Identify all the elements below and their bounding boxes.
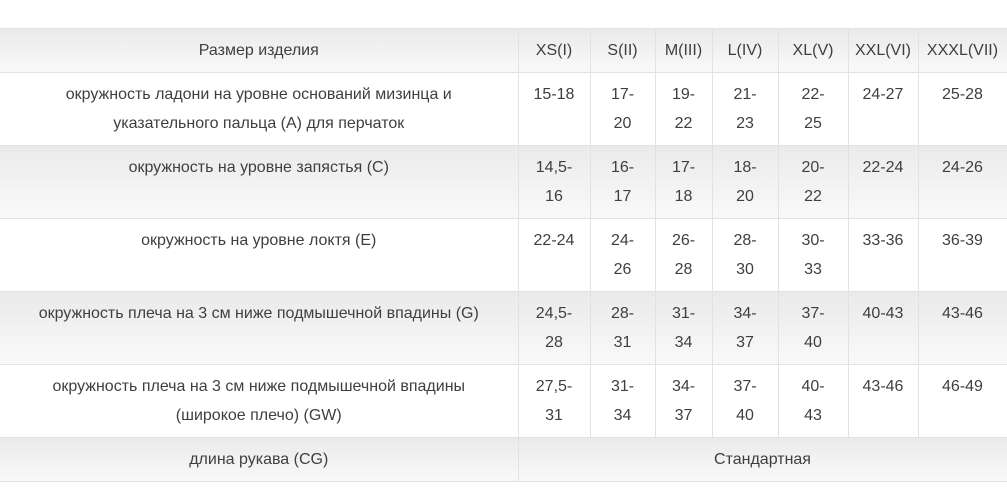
size-value-cell: 24-26 [917,145,1007,219]
size-value-cell: 15-18 [517,72,590,146]
size-value-cell: 37-40 [711,364,778,438]
size-col-header-xl: XL(V) [777,28,848,73]
size-value-cell: 25-28 [917,72,1007,146]
size-value: 43-46 [862,378,904,395]
size-value-cell: 24-26 [589,218,655,292]
table-row-sleeve-length: длина рукава (CG) Стандартная [0,437,1007,482]
size-value-cell: 28-30 [711,218,778,292]
size-value-cell: 31-34 [589,364,655,438]
table-row-shoulder-wide: окружность плеча на 3 см ниже подмышечно… [0,364,1007,438]
size-value: 34-37 [733,305,757,351]
size-value-cell: 30-33 [777,218,848,292]
size-value: 46-49 [942,378,983,395]
size-value: 19-22 [671,86,696,132]
size-value-cell: 22-25 [777,72,848,146]
size-value-cell: 21-23 [711,72,778,146]
size-value: 27,5-31 [535,378,573,424]
product-size-header: Размер изделия [0,28,518,73]
size-value: 25-28 [942,86,983,103]
size-value: 22-24 [533,232,575,249]
size-value-cell: 26-28 [654,218,712,292]
table-row-palm: окружность ладони на уровне оснований ми… [0,72,1007,146]
size-value-cell: 17-20 [589,72,655,146]
size-value: 36-39 [942,232,983,249]
size-col-header-s: S(II) [589,28,655,73]
size-value-cell: 31-34 [654,291,712,365]
size-value: 15-18 [533,86,575,103]
size-value-cell: 17-18 [654,145,712,219]
header-row: Размер изделия XS(I) S(II) M(III) L(IV) … [0,28,1007,73]
size-value: 14,5-16 [535,159,573,205]
size-value: 31-34 [671,305,696,351]
size-value-cell: 24,5-28 [517,291,590,365]
size-value: 28-30 [733,232,757,278]
table-row-elbow: окружность на уровне локтя (E) 22-24 24-… [0,218,1007,292]
table-row-wrist: окружность на уровне запястья (C) 14,5-1… [0,145,1007,219]
size-value-cell: 40-43 [847,291,918,365]
size-value: 24-26 [610,232,635,278]
size-value: 20-22 [801,159,825,205]
size-value-cell: 27,5-31 [517,364,590,438]
size-value: 24-27 [862,86,904,103]
size-value: 31-34 [610,378,635,424]
row-label: окружность ладони на уровне оснований ми… [0,72,518,146]
row-label: окружность на уровне запястья (C) [0,145,518,219]
size-value-cell: 33-36 [847,218,918,292]
size-value-cell: 22-24 [847,145,918,219]
size-value-cell: 43-46 [917,291,1007,365]
size-value-cell: 14,5-16 [517,145,590,219]
size-value-cell: 19-22 [654,72,712,146]
size-chart-page: Размер изделия XS(I) S(II) M(III) L(IV) … [0,28,1007,482]
size-value-cell: 34-37 [711,291,778,365]
size-value: 33-36 [862,232,904,249]
size-table: Размер изделия XS(I) S(II) M(III) L(IV) … [0,28,1007,482]
size-value-cell: 22-24 [517,218,590,292]
size-value: 43-46 [942,305,983,322]
size-col-header-xxl: XXL(VI) [847,28,918,73]
size-value: 37-40 [733,378,757,424]
size-value: 40-43 [862,305,904,322]
size-value-cell: 28-31 [589,291,655,365]
size-value: 17-20 [610,86,635,132]
size-value-cell: 43-46 [847,364,918,438]
size-value-cell: 46-49 [917,364,1007,438]
row-label: окружность плеча на 3 см ниже подмышечно… [0,364,518,438]
size-value: 21-23 [733,86,757,132]
size-value: 26-28 [671,232,696,278]
size-value: 40-43 [801,378,825,424]
size-value-cell: 18-20 [711,145,778,219]
size-value-cell: 34-37 [654,364,712,438]
size-value-cell: 20-22 [777,145,848,219]
size-value-cell: 16-17 [589,145,655,219]
size-value-cell: 24-27 [847,72,918,146]
size-col-header-m: M(III) [654,28,712,73]
size-value-cell: 37-40 [777,291,848,365]
size-value-cell: 36-39 [917,218,1007,292]
row-label: длина рукава (CG) [0,437,518,482]
size-col-header-xs: XS(I) [517,28,590,73]
sleeve-length-value-cell: Стандартная [517,437,1007,482]
size-value: 24-26 [942,159,983,176]
size-value: 18-20 [733,159,757,205]
size-value: 17-18 [671,159,696,205]
size-col-header-xxxl: XXXL(VII) [917,28,1007,73]
size-value: 22-25 [801,86,825,132]
size-value: 28-31 [610,305,635,351]
row-label: окружность плеча на 3 см ниже подмышечно… [0,291,518,365]
table-row-shoulder: окружность плеча на 3 см ниже подмышечно… [0,291,1007,365]
size-value: 37-40 [801,305,825,351]
size-col-header-l: L(IV) [711,28,778,73]
size-value: 34-37 [671,378,696,424]
row-label: окружность на уровне локтя (E) [0,218,518,292]
size-value: 24,5-28 [535,305,573,351]
size-value: 30-33 [801,232,825,278]
size-value: 16-17 [610,159,635,205]
size-value: 22-24 [862,159,904,176]
size-value-cell: 40-43 [777,364,848,438]
